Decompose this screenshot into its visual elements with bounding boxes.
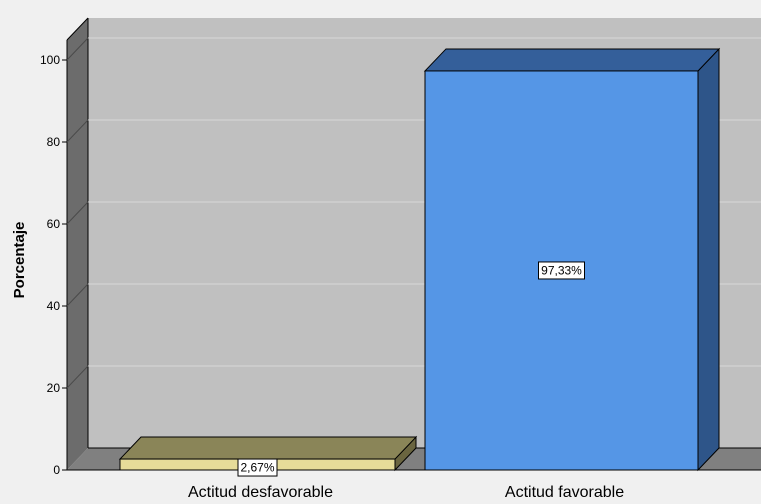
bar-top <box>118 436 418 460</box>
y-tick-label: 20 <box>47 381 61 395</box>
gridline-side <box>66 201 89 225</box>
x-category-label: Actitud desfavorable <box>188 484 333 501</box>
x-category-label: Actitud favorable <box>505 484 624 501</box>
bars <box>118 47 721 472</box>
y-axis-title: Porcentaje <box>11 222 28 299</box>
left-wall <box>67 18 88 470</box>
y-tick-label: 80 <box>47 135 61 149</box>
y-tick-label: 40 <box>47 299 61 313</box>
bar-2 <box>423 47 721 472</box>
top-wall-edge <box>66 17 89 41</box>
y-tick-label: 100 <box>40 53 60 67</box>
bar-side <box>697 47 720 472</box>
bar-top <box>423 48 721 72</box>
data-label-box <box>237 458 278 477</box>
labels: 0 20 40 60 80 100 2,67% Actitud desfavorable 97,… <box>40 53 624 501</box>
data-label: 97,33% <box>541 263 582 277</box>
gridline-side <box>66 37 89 61</box>
data-label-box <box>538 261 585 280</box>
gridline-side <box>66 365 89 389</box>
gridline-side <box>66 119 89 143</box>
gridline-side <box>66 283 89 307</box>
data-label: 2,67% <box>240 461 274 475</box>
y-tick-label: 60 <box>47 217 61 231</box>
y-tick-label: 0 <box>53 463 60 477</box>
